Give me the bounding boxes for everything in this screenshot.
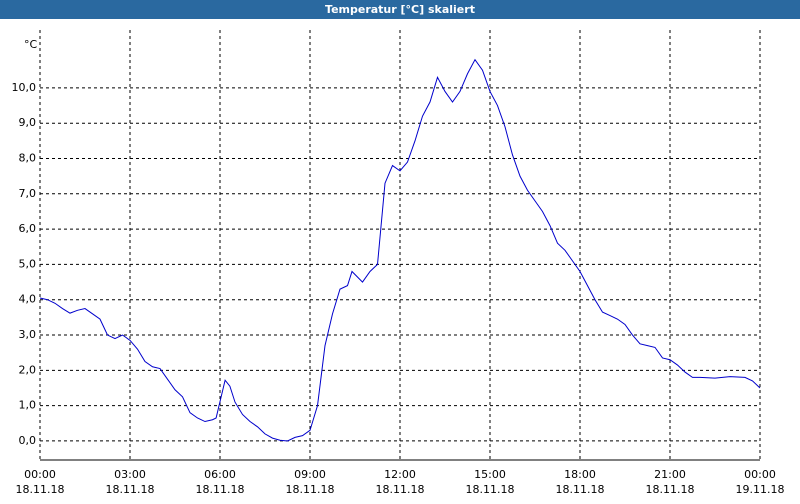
x-tick-date: 18.11.18 bbox=[376, 483, 425, 496]
x-tick-date: 19.11.18 bbox=[736, 483, 785, 496]
x-tick-label: 15:00 bbox=[474, 468, 506, 481]
y-tick-label: 1,0 bbox=[19, 399, 37, 412]
x-tick-label: 09:00 bbox=[294, 468, 326, 481]
x-tick-date: 18.11.18 bbox=[196, 483, 245, 496]
x-tick-label: 03:00 bbox=[114, 468, 146, 481]
x-tick-label: 06:00 bbox=[204, 468, 236, 481]
y-tick-label: 10,0 bbox=[12, 81, 37, 94]
y-tick-label: 3,0 bbox=[19, 328, 37, 341]
title-bar bbox=[0, 0, 800, 19]
chart-title: Temperatur [°C] skaliert bbox=[325, 3, 475, 16]
y-tick-label: 7,0 bbox=[19, 187, 37, 200]
x-tick-date: 18.11.18 bbox=[556, 483, 605, 496]
y-tick-label: 8,0 bbox=[19, 152, 37, 165]
x-tick-label: 18:00 bbox=[564, 468, 596, 481]
x-tick-date: 18.11.18 bbox=[16, 483, 65, 496]
x-tick-date: 18.11.18 bbox=[466, 483, 515, 496]
y-tick-label: 6,0 bbox=[19, 222, 37, 235]
x-tick-label: 00:00 bbox=[744, 468, 776, 481]
y-unit: °C bbox=[24, 38, 38, 51]
x-tick-date: 18.11.18 bbox=[286, 483, 335, 496]
y-tick-label: 0,0 bbox=[19, 434, 37, 447]
x-tick-label: 21:00 bbox=[654, 468, 686, 481]
x-tick-date: 18.11.18 bbox=[646, 483, 695, 496]
y-tick-label: 2,0 bbox=[19, 363, 37, 376]
y-tick-label: 5,0 bbox=[19, 257, 37, 270]
y-tick-label: 9,0 bbox=[19, 116, 37, 129]
line bbox=[39, 58, 761, 442]
x-tick-date: 18.11.18 bbox=[106, 483, 155, 496]
x-tick-label: 12:00 bbox=[384, 468, 416, 481]
x-tick-label: 00:00 bbox=[24, 468, 56, 481]
y-tick-label: 4,0 bbox=[19, 293, 37, 306]
